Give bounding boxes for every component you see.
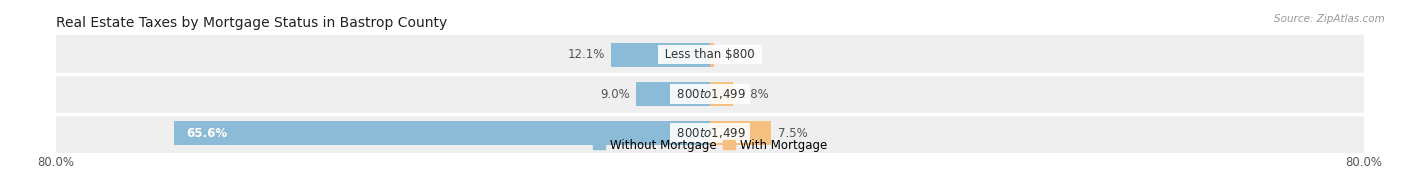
Text: $800 to $1,499: $800 to $1,499 bbox=[673, 126, 747, 140]
Bar bbox=[612, 43, 710, 67]
Bar bbox=[174, 121, 710, 145]
Bar bbox=[710, 121, 772, 145]
Text: Real Estate Taxes by Mortgage Status in Bastrop County: Real Estate Taxes by Mortgage Status in … bbox=[56, 16, 447, 30]
Bar bbox=[637, 82, 710, 106]
Text: 7.5%: 7.5% bbox=[778, 127, 807, 140]
Bar bbox=[56, 74, 1364, 114]
Bar bbox=[56, 114, 1364, 153]
Text: 0.47%: 0.47% bbox=[720, 48, 758, 61]
Text: Less than $800: Less than $800 bbox=[661, 48, 759, 61]
Text: Source: ZipAtlas.com: Source: ZipAtlas.com bbox=[1274, 14, 1385, 24]
Legend: Without Mortgage, With Mortgage: Without Mortgage, With Mortgage bbox=[588, 134, 832, 156]
Bar bbox=[710, 43, 714, 67]
Bar bbox=[56, 35, 1364, 74]
Text: 2.8%: 2.8% bbox=[740, 88, 769, 101]
Bar bbox=[710, 82, 733, 106]
Text: $800 to $1,499: $800 to $1,499 bbox=[673, 87, 747, 101]
Text: 65.6%: 65.6% bbox=[186, 127, 228, 140]
Text: 12.1%: 12.1% bbox=[567, 48, 605, 61]
Text: 9.0%: 9.0% bbox=[600, 88, 630, 101]
